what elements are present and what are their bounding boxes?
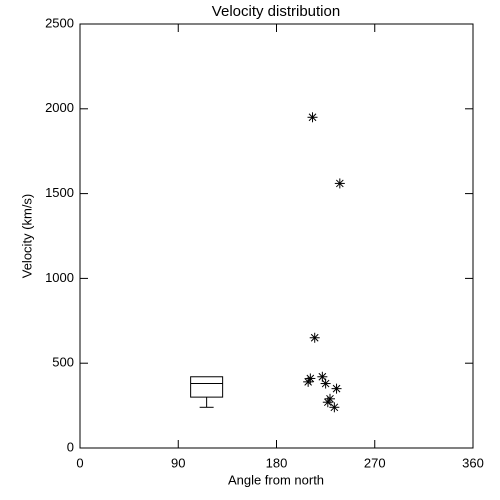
x-axis-label: Angle from north	[228, 472, 324, 487]
y-tick-label: 0	[67, 439, 74, 454]
asterisk-point	[303, 376, 314, 387]
asterisk-stroke	[323, 398, 332, 407]
y-tick-label: 2000	[45, 100, 74, 115]
asterisk-stroke	[308, 113, 317, 122]
asterisk-stroke	[318, 372, 327, 381]
y-tick-label: 2500	[45, 15, 74, 30]
x-tick-label: 90	[171, 455, 185, 470]
asterisk-stroke	[304, 378, 313, 386]
asterisk-point	[322, 397, 333, 408]
asterisk-stroke	[310, 333, 319, 342]
asterisk-stroke	[335, 179, 344, 188]
y-tick-label: 1000	[45, 270, 74, 285]
asterisk-point	[309, 332, 320, 343]
asterisk-point	[320, 378, 331, 389]
asterisk-point	[329, 402, 340, 413]
y-tick-label: 500	[52, 355, 74, 370]
chart-title: Velocity distribution	[212, 3, 340, 20]
y-axis-label: Velocity (km/s)	[19, 194, 34, 279]
asterisk-stroke	[321, 379, 330, 388]
asterisk-point	[334, 178, 345, 189]
x-tick-label: 180	[266, 455, 288, 470]
x-tick-label: 0	[76, 455, 83, 470]
asterisk-stroke	[332, 384, 341, 393]
x-tick-label: 360	[462, 455, 484, 470]
asterisk-point	[317, 371, 328, 382]
asterisk-stroke	[330, 403, 339, 412]
asterisk-point	[331, 383, 342, 394]
y-tick-label: 1500	[45, 185, 74, 200]
asterisk-point	[307, 112, 318, 123]
x-tick-label: 270	[364, 455, 386, 470]
